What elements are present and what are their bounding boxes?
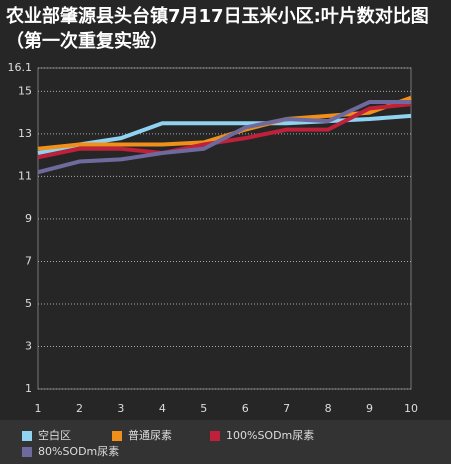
x-tick-label: 6 (242, 402, 249, 415)
x-tick-label: 10 (404, 402, 418, 415)
y-tick-label: 7 (25, 254, 32, 267)
y-tick-label: 11 (18, 169, 32, 182)
legend-swatch (210, 431, 220, 441)
series-line (37, 102, 412, 160)
x-tick-label: 2 (76, 402, 83, 415)
x-tick-label: 8 (325, 402, 332, 415)
y-tick-label: 15 (18, 84, 32, 97)
y-tick-label: 5 (25, 297, 32, 310)
legend-swatch (22, 431, 32, 441)
legend-label: 空白区 (38, 428, 71, 442)
x-tick-label: 7 (283, 402, 290, 415)
legend-label: 80%SODm尿素 (38, 445, 119, 458)
y-tick-label: 13 (18, 127, 32, 140)
y-tick-label: 16.1 (8, 61, 33, 74)
legend-label: 100%SODm尿素 (226, 429, 314, 442)
legend-swatch (112, 431, 122, 441)
x-tick-label: 4 (159, 402, 166, 415)
x-tick-label: 3 (117, 402, 124, 415)
legend-label: 普通尿素 (128, 428, 172, 442)
x-tick-label: 5 (200, 402, 207, 415)
legend-band (0, 420, 451, 464)
x-tick-label: 9 (366, 402, 373, 415)
legend-swatch (22, 447, 32, 457)
series-line (37, 100, 411, 175)
y-tick-label: 1 (25, 382, 32, 395)
chart-title: 农业部肇源县头台镇7月17日玉米小区:叶片数对比图（第一次重复实验） (6, 6, 429, 52)
y-tick-label: 3 (25, 339, 32, 352)
y-tick-label: 9 (25, 212, 32, 225)
x-tick-label: 1 (35, 402, 42, 415)
